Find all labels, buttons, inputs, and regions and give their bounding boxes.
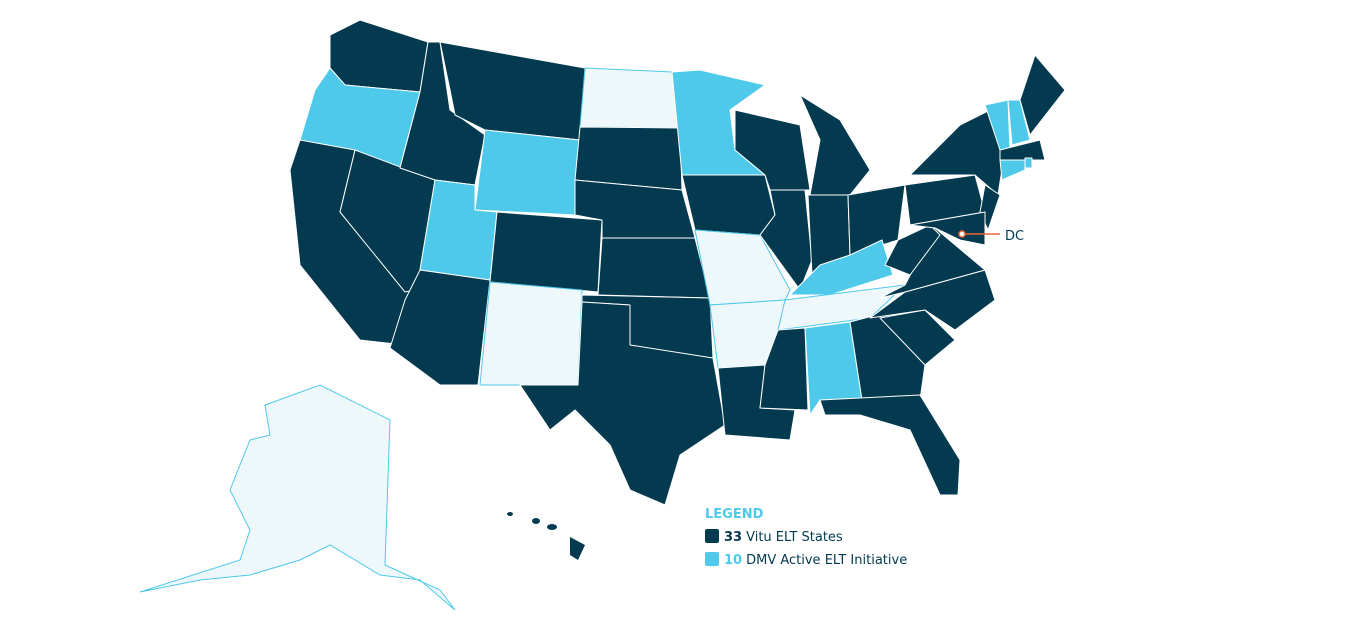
dc-label: DC <box>1005 229 1024 244</box>
hawaii <box>507 512 585 560</box>
state <box>694 229 791 306</box>
state <box>681 174 776 236</box>
legend-label: DMV Active ELT Initiative <box>746 553 907 568</box>
legend-title: LEGEND <box>705 507 764 522</box>
state <box>579 67 681 129</box>
state <box>1019 54 1066 136</box>
state <box>489 211 603 293</box>
island <box>570 537 585 560</box>
state <box>909 211 986 246</box>
legend-swatch <box>705 529 719 543</box>
states <box>139 19 1066 611</box>
state <box>999 139 1046 161</box>
legend-swatch <box>705 552 719 566</box>
legend-count: 33 <box>724 530 742 545</box>
dc-marker: DC <box>958 229 1024 244</box>
island <box>532 518 540 524</box>
state <box>999 159 1026 181</box>
state <box>759 327 809 411</box>
legend-count: 10 <box>724 553 742 568</box>
state <box>329 19 429 93</box>
state <box>884 224 941 276</box>
dc-dot <box>958 230 966 238</box>
state <box>799 94 871 196</box>
state <box>574 126 683 191</box>
legend-items: 33 Vitu ELT States 10 DMV Active ELT Initia… <box>705 529 907 568</box>
state <box>1024 157 1033 169</box>
state <box>879 227 986 299</box>
legend: LEGEND 33 Vitu ELT States 10 DMV Active ELT… <box>705 507 907 568</box>
state <box>474 129 581 216</box>
state <box>597 237 711 299</box>
state <box>139 384 456 611</box>
state <box>819 394 961 496</box>
legend-entry: 33 Vitu ELT States <box>724 530 843 545</box>
state <box>519 301 726 506</box>
legend-label: Vitu ELT States <box>746 530 843 545</box>
island <box>507 512 513 516</box>
legend-entry: 10 DMV Active ELT Initiative <box>724 553 907 568</box>
state <box>479 281 583 386</box>
state <box>1007 99 1031 146</box>
island <box>547 524 557 530</box>
